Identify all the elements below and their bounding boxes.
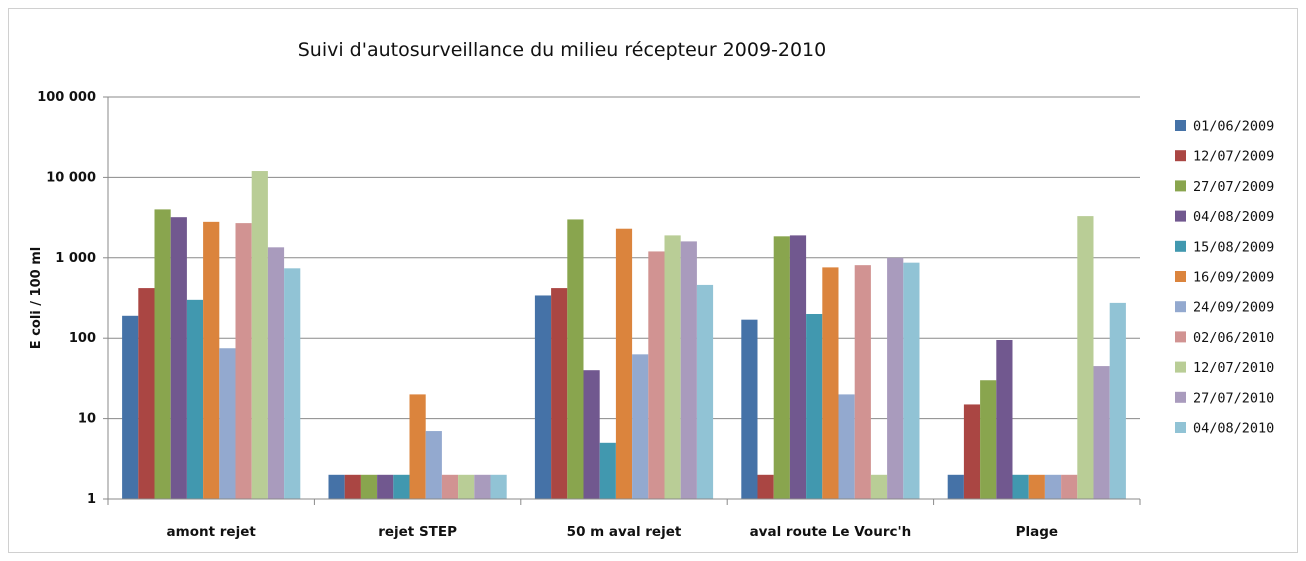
legend-entry: 16/09/2009 [1193,270,1274,286]
legend-swatch [1175,240,1186,252]
bar [963,404,981,499]
bar [996,339,1013,499]
bar [1109,302,1126,499]
bar [425,431,442,499]
bar [648,251,665,499]
legend-swatch [1175,150,1186,162]
bar [583,370,600,499]
x-tick-label: aval route Le Vourc'h [750,524,912,540]
bar [1044,474,1062,499]
bar [1077,216,1094,499]
bar [757,474,774,499]
legend-swatch [1175,391,1186,403]
legend: 01/06/2009 12/07/2009 27/07/2009 04/08/2009… [1175,119,1274,437]
legend-entry: 12/07/2010 [1193,360,1274,376]
bar [328,474,345,499]
bar [903,262,920,499]
bar [615,228,633,499]
bar [664,235,681,499]
x-tick-label: Plage [1016,524,1058,540]
bar [458,474,475,499]
bar [551,288,568,499]
y-tick-label: 10 [78,412,96,427]
y-tick-label: 1 [87,492,96,507]
bar [696,284,714,499]
legend-entry: 27/07/2010 [1193,390,1274,406]
axes [107,97,1141,505]
bar [474,474,491,499]
x-tick-label: 50 m aval rejet [567,524,682,540]
legend-swatch [1175,120,1186,131]
bar [632,354,649,499]
y-tick-label: 1 000 [55,251,96,266]
legend-entry: 02/06/2010 [1193,330,1274,346]
bar [838,394,855,499]
bar [1012,474,1029,499]
bar [154,209,171,499]
legend-swatch [1175,210,1186,222]
bar [441,474,459,499]
bar [393,474,410,499]
legend-swatch [1175,361,1186,373]
bar [170,217,187,499]
legend-entry: 24/09/2009 [1193,300,1274,316]
bar [186,299,204,499]
legend-entry: 04/08/2010 [1193,421,1274,437]
legend-swatch [1175,331,1186,343]
bar [534,295,552,499]
bar [822,267,839,499]
legend-entry: 01/06/2009 [1193,119,1274,135]
legend-entry: 15/08/2009 [1193,239,1274,255]
legend-swatch [1175,271,1186,282]
bar [122,315,139,499]
bar [251,171,268,500]
bar [1093,366,1110,499]
bar [680,241,697,500]
bar [409,394,426,499]
bar [773,236,790,499]
chart-title: Suivi d'autosurveillance du milieu récep… [298,39,827,61]
bar [344,474,361,499]
bar [219,348,236,499]
bar [567,219,584,499]
bar [870,474,888,499]
x-tick-label: rejet STEP [378,524,457,540]
y-axis-label: E coli / 100 ml [29,247,44,349]
bar [741,319,758,499]
legend-swatch [1175,180,1186,192]
bar [1061,474,1078,499]
bar [854,265,871,499]
legend-swatch [1175,422,1186,433]
bar [284,268,301,499]
y-tick-label: 100 [69,331,96,346]
legend-swatch [1175,301,1186,313]
y-tick-label: 100 000 [37,90,96,105]
bar [947,474,964,499]
y-tick-label: 10 000 [46,170,96,185]
bar [980,380,997,499]
y-tick-labels: 1 10 100 1 000 10 000 100 000 [37,90,96,507]
bar [789,235,807,499]
legend-entry: 12/07/2009 [1193,149,1274,165]
bar [138,288,155,499]
bars [122,171,1126,500]
bar [235,223,252,499]
bar [1028,474,1045,499]
bar [203,221,220,499]
bar [377,474,394,499]
bar [806,313,823,499]
bar [267,247,285,499]
legend-entry: 04/08/2009 [1193,209,1274,225]
legend-entry: 27/07/2009 [1193,179,1274,195]
category-labels: amont rejet rejet STEP 50 m aval rejet aval… [167,524,1058,540]
bar [887,257,904,499]
bar [599,442,616,499]
bar [360,474,378,499]
x-tick-label: amont rejet [167,524,257,540]
bar [490,474,507,499]
